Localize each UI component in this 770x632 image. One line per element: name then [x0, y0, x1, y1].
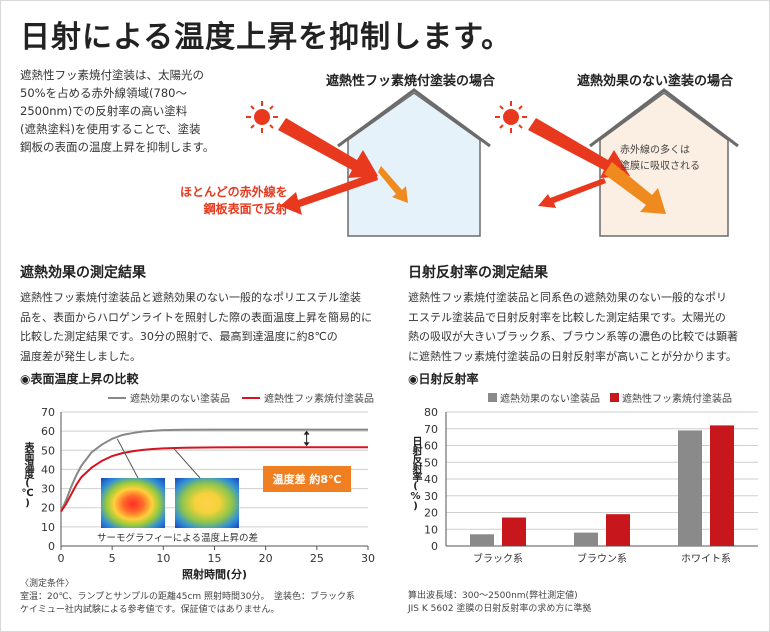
absorbed-arrow: [604, 162, 666, 214]
incoming-light-arrow: [528, 118, 630, 178]
house-illustration: [246, 88, 739, 237]
thermography-image: [175, 478, 239, 528]
y-tick-label: 50: [424, 456, 438, 469]
left-section-body: 遮熱性フッ素焼付塗装品と遮熱効果のない一般的なポリエステル塗装 品を、表面からハ…: [20, 291, 372, 363]
bar: [678, 430, 702, 546]
leader-line: [116, 438, 139, 479]
reflected-arrow: [280, 172, 378, 215]
legend-label: 遮熱性フッ素焼付塗装品: [622, 394, 732, 405]
bar-chart-ylabel: 日射反射率(%): [410, 436, 421, 511]
right-section-body: 遮熱性フッ素焼付塗装品と同系色の遮熱効果のない一般的なポリ エステル塗装品で日射…: [408, 291, 738, 363]
y-tick-label: 40: [424, 473, 438, 486]
bar: [574, 532, 598, 546]
x-category-label: ホワイト系: [681, 553, 731, 565]
y-tick-label: 0: [431, 540, 438, 553]
line-chart-legend: 遮熱効果のない塗装品 遮熱性フッ素焼付塗装品: [96, 390, 374, 405]
y-tick-label: 60: [424, 440, 438, 453]
y-tick-label: 20: [41, 502, 55, 515]
bar: [470, 534, 494, 546]
temp-diff-arrowhead: [303, 442, 310, 447]
line-chart-heading: ◉表面温度上昇の比較: [20, 372, 139, 386]
y-tick-label: 60: [41, 425, 55, 438]
intro-line: 50%を占める赤外線領域(780～: [20, 86, 187, 100]
x-tick-label: 10: [156, 552, 170, 565]
temp-diff-arrowhead: [303, 430, 310, 435]
intro-text: 遮熱性フッ素焼付塗装は、太陽光の 50%を占める赤外線領域(780～ 2500n…: [20, 66, 220, 156]
bar-chart-heading: ◉日射反射率: [408, 372, 479, 386]
bar-chart: 0 10 20 30 40 50 60 70 80 ブラック系 ブラウン系 ホワイト系: [424, 406, 758, 565]
legend-swatch: [108, 396, 126, 399]
y-tick-label: 80: [424, 406, 438, 419]
legend-swatch: [242, 396, 260, 399]
right-roof: [589, 88, 739, 148]
intro-line: 鋼板の表面の温度上昇を抑制します。: [20, 140, 215, 154]
x-tick-label: 20: [259, 552, 273, 565]
bar: [502, 517, 526, 546]
reflected-arrow: [538, 178, 606, 208]
temp-diff-badge: 温度差 約8℃: [263, 466, 351, 492]
x-axis-label: 照射時間(分): [182, 567, 247, 580]
bar-chart-legend: 遮熱効果のない塗装品 遮熱性フッ素焼付塗装品: [478, 390, 732, 405]
sun-icon: [495, 101, 527, 133]
x-tick-label: 0: [58, 552, 65, 565]
intro-line: (遮熱塗料)を使用することで、塗装: [20, 122, 201, 136]
incoming-light-arrow: [278, 118, 378, 178]
x-tick-label: 5: [109, 552, 116, 565]
thermography-caption: サーモグラフィーによる温度上昇の差: [97, 533, 259, 544]
page-title: 日射による温度上昇を抑制します。: [20, 20, 513, 55]
thermography-image: [101, 478, 165, 528]
left-house-label: 遮熱性フッ素焼付塗装の場合: [326, 74, 496, 89]
x-category-label: ブラウン系: [577, 552, 627, 565]
x-tick-label: 25: [310, 552, 324, 565]
right-section-title: 日射反射率の測定結果: [408, 265, 548, 281]
x-tick-label: 15: [208, 552, 222, 565]
y-tick-label: 40: [41, 463, 55, 476]
intro-line: 2500nm)での反射率の高い塗料: [20, 104, 188, 118]
bar: [710, 425, 734, 546]
left-roof: [337, 88, 491, 148]
x-category-label: ブラック系: [473, 552, 523, 565]
y-tick-label: 10: [41, 521, 55, 534]
left-notes: 〈測定条件〉 室温：20℃、ランプとサンプルの距離45cm 照射時間30分。 塗…: [20, 579, 356, 615]
leader-line: [173, 447, 201, 479]
y-tick-label: 30: [424, 490, 438, 503]
y-tick-label: 70: [41, 406, 55, 419]
series-line: [60, 446, 368, 513]
series-line: [60, 428, 368, 512]
y-tick-label: 70: [424, 423, 438, 436]
legend-label: 遮熱効果のない塗装品: [130, 394, 230, 405]
line-chart-ylabel: 表面温度(℃): [22, 442, 33, 508]
legend-label: 遮熱性フッ素焼付塗装品: [264, 394, 374, 405]
legend-swatch: [488, 393, 497, 402]
sun-icon: [246, 101, 278, 133]
right-house-label: 遮熱効果のない塗装の場合: [577, 74, 734, 89]
y-tick-label: 10: [424, 523, 438, 536]
absorb-label: 赤外線の多くは 塗膜に吸収される: [620, 145, 700, 172]
intro-line: 遮熱性フッ素焼付塗装は、太陽光の: [20, 68, 204, 82]
transmitted-arrow: [378, 166, 408, 203]
y-tick-label: 50: [41, 444, 55, 457]
legend-swatch: [610, 393, 619, 402]
right-notes: 算出波長域：300～2500nm(弊社測定値) JIS K 5602 塗膜の日射…: [408, 591, 592, 614]
legend-label: 遮熱効果のない塗装品: [500, 394, 600, 405]
left-section-title: 遮熱効果の測定結果: [20, 265, 146, 281]
y-tick-label: 30: [41, 483, 55, 496]
x-tick-label: 30: [361, 552, 375, 565]
y-tick-label: 20: [424, 507, 438, 520]
bar: [606, 514, 630, 546]
reflect-label: ほとんどの赤外線を 鋼板表面で反射: [180, 185, 288, 216]
y-tick-label: 0: [48, 540, 55, 553]
